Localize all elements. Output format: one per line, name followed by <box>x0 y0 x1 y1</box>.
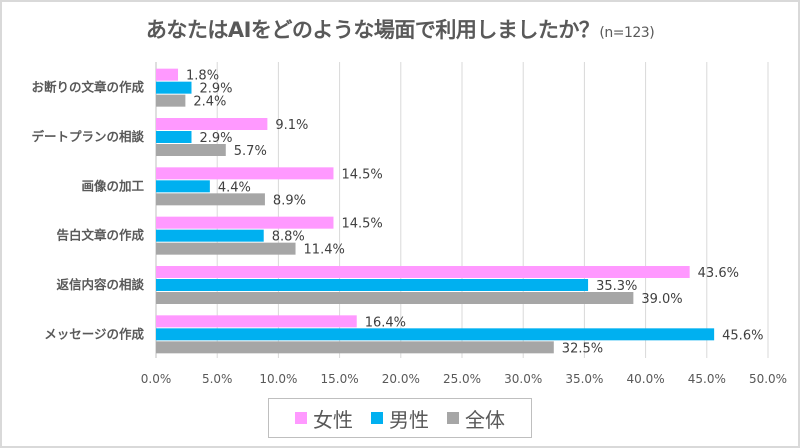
chart-title: あなたはAIをどのような場面で利用しましたか？(n=123) <box>0 14 800 44</box>
bar <box>156 315 357 328</box>
x-tick-label: 40.0% <box>627 372 665 386</box>
data-label: 2.9% <box>199 131 232 146</box>
bar <box>156 180 210 193</box>
x-tick-label: 5.0% <box>202 372 233 386</box>
data-label: 4.4% <box>218 180 251 195</box>
bar <box>156 229 264 242</box>
legend-swatch <box>447 412 459 424</box>
bar <box>156 341 554 354</box>
data-label: 1.8% <box>186 69 219 84</box>
data-label: 32.5% <box>562 341 603 356</box>
data-label: 35.3% <box>596 279 637 294</box>
legend-item-female: 女性 <box>295 404 353 433</box>
legend-swatch <box>295 412 307 424</box>
bar <box>156 242 296 255</box>
legend-item-male: 男性 <box>371 404 429 433</box>
data-label: 16.4% <box>365 315 406 330</box>
category-label: 告白文章の作成 <box>56 228 144 243</box>
bar <box>156 266 690 278</box>
category-label: メッセージの作成 <box>44 326 144 341</box>
data-label: 8.9% <box>273 193 306 208</box>
data-label: 5.7% <box>234 144 267 159</box>
bar <box>156 118 268 130</box>
legend-label: 全体 <box>465 407 505 432</box>
data-label: 14.5% <box>341 217 382 232</box>
bar <box>156 144 226 156</box>
bar <box>156 193 265 206</box>
x-tick-label: 15.0% <box>321 372 359 386</box>
x-tick-label: 35.0% <box>565 372 603 386</box>
legend: 女性 男性 全体 <box>268 398 532 438</box>
bar <box>156 167 334 180</box>
category-label: デートプランの相談 <box>31 129 144 144</box>
title-text: あなたはAIをどのような場面で利用しましたか？ <box>145 18 600 42</box>
data-label: 8.8% <box>272 230 305 245</box>
legend-item-total: 全体 <box>447 404 505 433</box>
legend-label: 女性 <box>313 407 353 432</box>
bar <box>156 81 192 94</box>
x-tick-label: 25.0% <box>443 372 481 386</box>
bar <box>156 279 589 291</box>
data-label: 43.6% <box>698 266 739 281</box>
data-label: 39.0% <box>641 292 682 307</box>
category-label: 画像の加工 <box>81 178 144 193</box>
data-label: 14.5% <box>341 167 382 182</box>
data-label: 11.4% <box>304 243 345 258</box>
x-tick-label: 10.0% <box>259 372 297 386</box>
bar <box>156 131 192 143</box>
x-tick-label: 20.0% <box>382 372 420 386</box>
x-tick-label: 50.0% <box>749 372 787 386</box>
x-tick-label: 30.0% <box>504 372 542 386</box>
legend-swatch <box>371 412 383 424</box>
bar <box>156 68 179 81</box>
data-label: 2.4% <box>193 95 226 110</box>
legend-label: 男性 <box>389 407 429 432</box>
data-label: 9.1% <box>275 118 308 133</box>
category-label: 返信内容の相談 <box>56 277 144 292</box>
bar <box>156 94 186 107</box>
subtitle-text: (n=123) <box>599 25 655 41</box>
category-label: お断りの文章の作成 <box>31 80 144 95</box>
data-label: 45.6% <box>722 328 763 343</box>
bar <box>156 292 634 304</box>
bar <box>156 216 334 229</box>
data-label: 2.9% <box>199 82 232 97</box>
x-tick-label: 45.0% <box>688 372 726 386</box>
bar <box>156 328 715 341</box>
x-tick-label: 0.0% <box>141 372 172 386</box>
